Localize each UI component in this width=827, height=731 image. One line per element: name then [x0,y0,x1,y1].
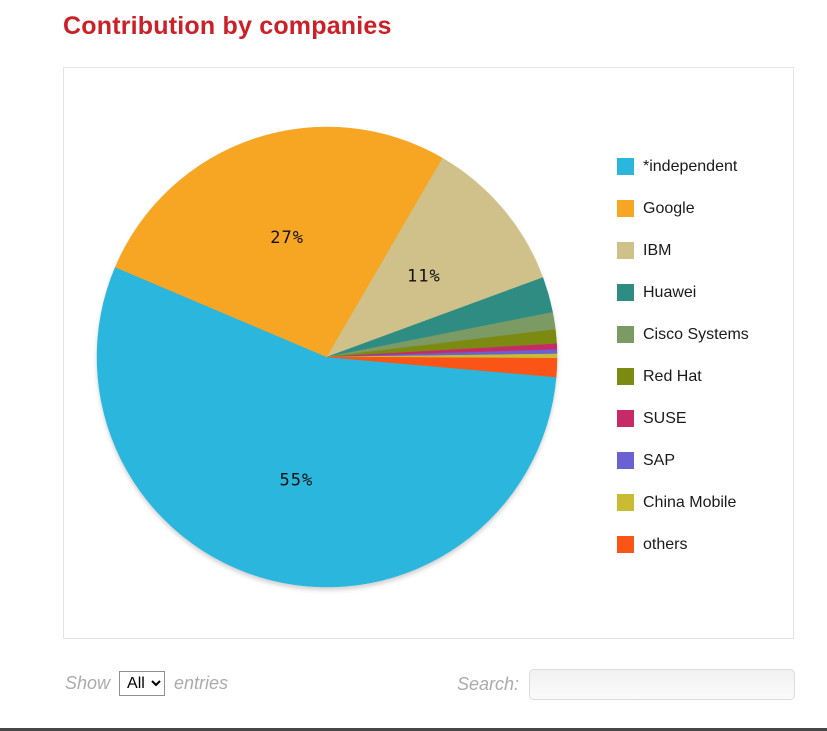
legend-swatch [617,200,634,217]
legend-item: IBM [617,242,749,259]
legend-swatch [617,326,634,343]
legend-label: China Mobile [643,493,737,511]
legend-swatch [617,158,634,175]
legend-swatch [617,242,634,259]
pie-slice-others [326,356,558,378]
page-length-select[interactable]: All [119,671,166,696]
search-input[interactable] [529,669,795,700]
legend-item: SAP [617,452,749,469]
legend-item: others [617,536,749,553]
legend-swatch [617,368,634,385]
legend-label: Red Hat [643,367,702,385]
slice-percent-label: 11% [407,267,441,287]
chart-panel: 55% 27% 11% *independent Google IBM Huawei Cis… [63,67,794,639]
legend-swatch [617,452,634,469]
legend-label: SUSE [643,409,687,427]
legend-item: Google [617,200,749,217]
legend-label: Google [643,199,695,217]
table-search-control: Search: [457,669,795,700]
legend-swatch [617,410,634,427]
legend-item: Huawei [617,284,749,301]
pie-slice-independent [96,266,557,588]
pie-slice-google [114,126,444,358]
legend-swatch [617,536,634,553]
legend-label: *independent [643,157,738,175]
slice-percent-label: 55% [280,471,314,491]
legend-label: others [643,535,688,553]
search-label: Search: [456,674,519,694]
legend-item: Cisco Systems [617,326,749,343]
legend-swatch [617,284,634,301]
legend-label: Cisco Systems [643,325,749,343]
show-label: Show [65,673,111,693]
legend-item: SUSE [617,410,749,427]
pie-chart-svg: 55% 27% 11% [96,126,558,588]
slice-percent-label: 27% [270,228,304,248]
page-title: Contribution by companies [63,12,392,40]
footer-divider [0,728,827,731]
legend-swatch [617,494,634,511]
legend-item: *independent [617,158,749,175]
legend-label: IBM [643,241,672,259]
chart-legend: *independent Google IBM Huawei Cisco Systems… [617,158,749,578]
legend-item: Red Hat [617,368,749,385]
legend-item: China Mobile [617,494,749,511]
legend-label: SAP [643,451,676,469]
legend-label: Huawei [643,283,697,301]
table-length-control: Show All entries [65,671,228,696]
pie-slice-ibm [326,157,544,358]
entries-label: entries [174,673,229,693]
pie-chart: 55% 27% 11% [92,122,562,592]
